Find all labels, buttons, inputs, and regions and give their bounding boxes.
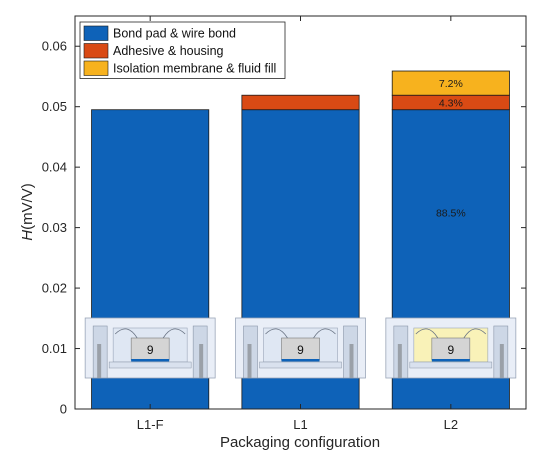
y-tick-label: 0.03 [42,220,67,235]
x-axis-label: Packaging configuration [220,434,380,451]
x-tick-label-l1: L1 [293,417,307,432]
y-tick-label: 0.02 [42,281,67,296]
legend: Bond pad & wire bond Adhesive & housing Is… [79,21,286,79]
bar-l1-adhesive-housing [241,94,360,111]
package-inset-l1: 9 [235,317,366,379]
legend-swatch-adhesive-housing [83,43,109,59]
x-axis: L1-F L1 L2 [137,16,458,432]
package-inset-l2: 9 [385,317,517,379]
inset-chip-label: 9 [297,343,304,357]
legend-swatch-isolation-membrane-fluid-fill [83,60,109,76]
y-axis-label: H(mV/V) [19,183,36,241]
segment-label-l2-bond-pad-wire-bond: 88.5% [436,208,466,220]
inset-chip-label: 9 [147,343,154,357]
legend-label-bond-pad-wire-bond: Bond pad & wire bond [113,27,236,41]
inset-chip-label: 9 [447,343,454,357]
package-inset-l1-f: 9 [84,317,216,379]
legend-swatch-bond-pad-wire-bond [83,25,109,41]
y-tick-label: 0.04 [42,160,67,175]
y-tick-label: 0.06 [42,39,67,54]
x-tick-label-l2: L2 [444,417,458,432]
y-axis-label-symbol: H [19,230,36,241]
y-axis-label-unit: (mV/V) [19,183,36,230]
segment-label-l2-adhesive-housing: 4.3% [439,97,463,109]
package-insets-layer: 9 9 9 [84,317,517,379]
legend-box [79,21,286,79]
segment-label-l2-isolation-membrane-fluid-fill: 7.2% [439,78,463,90]
y-tick-label: 0 [60,402,67,417]
legend-label-adhesive-housing: Adhesive & housing [113,44,224,58]
segment-labels-layer: 88.5% 4.3% 7.2% [436,78,466,219]
legend-label-isolation-membrane-fluid-fill: Isolation membrane & fluid fill [113,62,276,76]
y-tick-label: 0.05 [42,99,67,114]
y-tick-label: 0.01 [42,341,67,356]
y-axis: 0 0.01 0.02 0.03 0.04 0.05 0.06 [42,39,526,417]
x-tick-label-l1-f: L1-F [137,417,164,432]
bar-l2-isolation-membrane-fluid-fill [391,70,510,96]
